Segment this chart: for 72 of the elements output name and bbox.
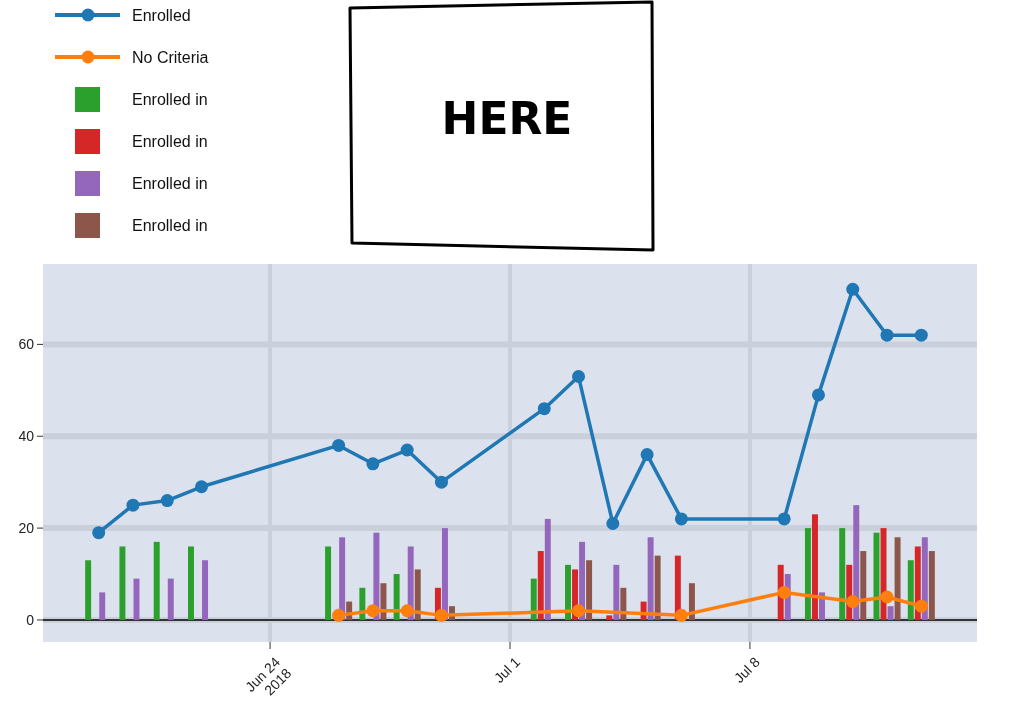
- bar: [393, 574, 400, 620]
- y-tick-label: 0: [26, 611, 35, 628]
- point: [914, 599, 928, 613]
- point: [160, 494, 174, 508]
- point: [572, 604, 586, 618]
- point: [92, 526, 106, 540]
- bar: [441, 528, 448, 620]
- point: [400, 443, 414, 457]
- point: [777, 512, 791, 526]
- point: [640, 448, 654, 462]
- point: [846, 282, 860, 296]
- legend-label: Enrolled in: [132, 90, 208, 108]
- bar: [202, 560, 209, 620]
- bar: [928, 551, 935, 620]
- point: [880, 590, 894, 604]
- point: [332, 608, 346, 622]
- bar: [414, 569, 421, 620]
- legend-label: Enrolled in: [132, 132, 208, 150]
- bar: [530, 578, 537, 620]
- bar: [85, 560, 92, 620]
- legend-label: Enrolled in: [132, 216, 208, 234]
- point: [400, 604, 414, 618]
- bar: [325, 546, 332, 620]
- bar: [811, 514, 818, 620]
- point: [811, 388, 825, 402]
- point: [777, 585, 791, 599]
- bar: [839, 528, 846, 620]
- bar: [894, 537, 901, 620]
- bar: [804, 528, 811, 620]
- bar: [654, 555, 661, 620]
- bar: [613, 564, 620, 620]
- point: [366, 604, 380, 618]
- point: [606, 517, 620, 530]
- x-tick-label: Jul 1: [490, 653, 524, 686]
- bar: [565, 564, 571, 620]
- point: [195, 480, 209, 494]
- bar: [907, 560, 914, 620]
- bar: [167, 578, 174, 620]
- point: [366, 457, 380, 471]
- point: [537, 402, 551, 416]
- bar: [606, 615, 613, 620]
- point: [674, 608, 688, 622]
- point: [674, 512, 688, 526]
- bar: [887, 606, 894, 620]
- text: HERE: [441, 93, 573, 144]
- point: [434, 608, 448, 622]
- x-tick-label: Jul 8: [730, 653, 764, 686]
- bar: [537, 551, 544, 620]
- point: [914, 328, 928, 342]
- bar: [688, 583, 695, 620]
- bar: [99, 592, 106, 620]
- bar: [853, 505, 860, 620]
- point: [846, 595, 860, 609]
- legend-label: Enrolled: [132, 6, 191, 24]
- legend-label: Enrolled in: [132, 174, 208, 192]
- point: [572, 370, 586, 384]
- bar: [119, 546, 126, 620]
- bar: [188, 546, 194, 620]
- y-tick-label: 40: [18, 428, 35, 445]
- point: [434, 475, 448, 489]
- bar: [133, 578, 140, 620]
- legend-label: No Criteria: [132, 48, 209, 66]
- bar: [860, 551, 867, 620]
- bar: [586, 560, 593, 620]
- bar: [647, 537, 654, 620]
- bar: [544, 518, 551, 620]
- y-tick-label: 60: [18, 336, 35, 353]
- point: [880, 328, 894, 342]
- bar: [153, 541, 160, 620]
- y-tick-label: 20: [18, 519, 35, 536]
- point: [126, 498, 140, 512]
- point: [332, 438, 346, 452]
